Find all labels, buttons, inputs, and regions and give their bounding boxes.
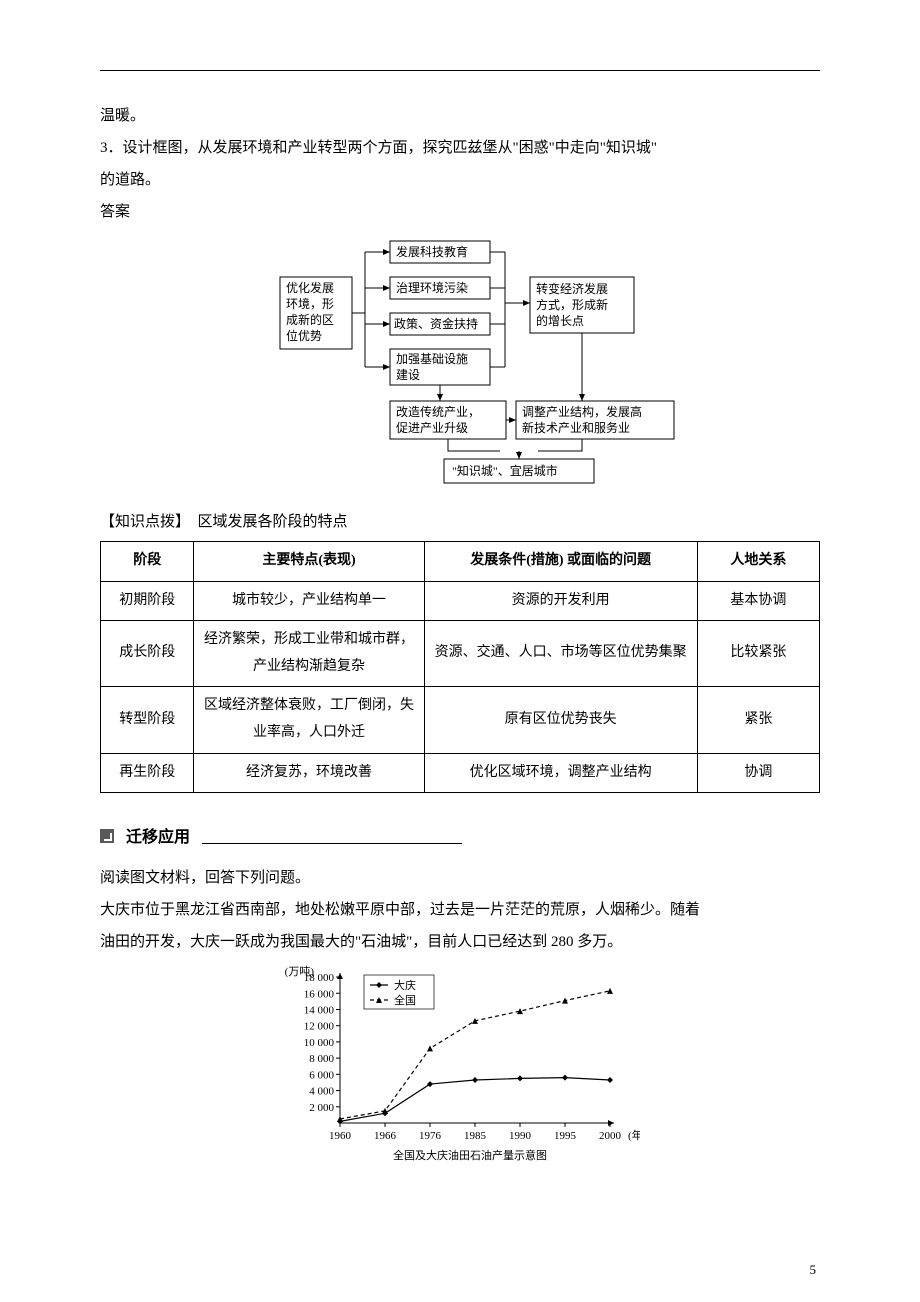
svg-text:6 000: 6 000	[309, 1070, 334, 1082]
stage-cell: 初期阶段	[101, 581, 194, 621]
stage-cell: 资源、交通、人口、市场等区位优势集聚	[424, 621, 697, 687]
flow-left-l1: 优化发展	[286, 280, 334, 295]
svg-text:大庆: 大庆	[394, 978, 416, 992]
table-header-row: 阶段 主要特点(表现) 发展条件(措施) 或面临的问题 人地关系	[101, 542, 820, 582]
svg-text:14 000: 14 000	[304, 1005, 335, 1017]
svg-text:1966: 1966	[374, 1130, 397, 1142]
stage-cell: 转型阶段	[101, 687, 194, 753]
svg-text:2000: 2000	[599, 1130, 622, 1142]
flow-mid-2: 治理环境污染	[396, 280, 468, 295]
svg-text:10 000: 10 000	[304, 1037, 335, 1049]
stage-cell: 经济繁荣，形成工业带和城市群，产业结构渐趋复杂	[194, 621, 424, 687]
page: 温暖。 3．设计框图，从发展环境和产业转型两个方面，探究匹兹堡从"困惑"中走向"…	[0, 0, 920, 1302]
section-icon	[100, 829, 114, 843]
svg-text:18 000: 18 000	[304, 972, 335, 984]
svg-text:全国: 全国	[394, 993, 416, 1007]
stage-cell: 优化区域环境，调整产业结构	[424, 753, 697, 793]
stage-cell: 协调	[697, 753, 819, 793]
flow-left-l3: 成新的区	[286, 312, 334, 327]
stage-table: 阶段 主要特点(表现) 发展条件(措施) 或面临的问题 人地关系 初期阶段 城市…	[100, 541, 820, 793]
stage-cell: 城市较少，产业结构单一	[194, 581, 424, 621]
flow-lowerleft-l2: 促进产业升级	[396, 421, 468, 435]
flow-mid-4b: 建设	[396, 368, 420, 382]
answer-label: 答案	[100, 197, 820, 227]
svg-text:2 000: 2 000	[309, 1102, 334, 1114]
flow-bottom: "知识城"、宜居城市	[452, 463, 558, 478]
svg-text:(年): (年)	[628, 1128, 640, 1142]
svg-text:8 000: 8 000	[309, 1053, 334, 1065]
stage-th-2: 发展条件(措施) 或面临的问题	[424, 542, 697, 582]
svg-text:全国及大庆油田石油产量示意图: 全国及大庆油田石油产量示意图	[393, 1148, 547, 1162]
stage-cell: 成长阶段	[101, 621, 194, 687]
top-rule	[100, 70, 820, 71]
oil-production-chart: (万吨)2 0004 0006 0008 00010 00012 00014 0…	[280, 963, 640, 1163]
flow-lowerright-l2: 新技术产业和服务业	[522, 420, 630, 435]
flow-right-l3: 的增长点	[536, 313, 584, 328]
flow-mid-1: 发展科技教育	[396, 244, 468, 259]
stage-cell: 原有区位优势丧失	[424, 687, 697, 753]
stage-th-1: 主要特点(表现)	[194, 542, 424, 582]
table-row: 初期阶段 城市较少，产业结构单一 资源的开发利用 基本协调	[101, 581, 820, 621]
section-title: 迁移应用	[126, 829, 190, 846]
stage-th-0: 阶段	[101, 542, 194, 582]
reading-p2: 大庆市位于黑龙江省西南部，地处松嫩平原中部，过去是一片茫茫的荒原，人烟稀少。随着	[100, 895, 820, 925]
stage-cell: 基本协调	[697, 581, 819, 621]
table-row: 转型阶段 区域经济整体衰败，工厂倒闭，失业率高，人口外迁 原有区位优势丧失 紧张	[101, 687, 820, 753]
flow-mid-4a: 加强基础设施	[396, 352, 468, 366]
body-line-q3a: 3．设计框图，从发展环境和产业转型两个方面，探究匹兹堡从"困惑"中走向"知识城"	[100, 133, 820, 163]
reading-p3: 油田的开发，大庆一跃成为我国最大的"石油城"，目前人口已经达到 280 多万。	[100, 927, 820, 957]
stage-cell: 再生阶段	[101, 753, 194, 793]
flow-mid-3: 政策、资金扶持	[394, 316, 478, 331]
stage-th-3: 人地关系	[697, 542, 819, 582]
body-line-warm: 温暖。	[100, 101, 820, 131]
svg-text:12 000: 12 000	[304, 1021, 335, 1033]
svg-text:16 000: 16 000	[304, 988, 335, 1000]
stage-cell: 紧张	[697, 687, 819, 753]
page-number: 5	[810, 1262, 817, 1278]
section-heading: 迁移应用	[100, 823, 820, 847]
stage-cell: 区域经济整体衰败，工厂倒闭，失业率高，人口外迁	[194, 687, 424, 753]
stage-cell: 比较紧张	[697, 621, 819, 687]
flow-right-l1: 转变经济发展	[536, 281, 608, 296]
svg-text:1976: 1976	[419, 1130, 442, 1142]
table-row: 再生阶段 经济复苏，环境改善 优化区域环境，调整产业结构 协调	[101, 753, 820, 793]
knowledge-point-title: 区域发展各阶段的特点	[198, 514, 348, 530]
knowledge-point-line: 【知识点拨】 区域发展各阶段的特点	[100, 507, 820, 537]
pittsburgh-flowchart: 优化发展 环境，形 成新的区 位优势 发展科技教育 治理环境污染 政策、资金扶持…	[220, 237, 700, 497]
flow-lowerright-l1: 调整产业结构，发展高	[522, 404, 642, 419]
table-row: 成长阶段 经济繁荣，形成工业带和城市群，产业结构渐趋复杂 资源、交通、人口、市场…	[101, 621, 820, 687]
flow-right-l2: 方式，形成新	[536, 297, 608, 312]
section-underline	[202, 843, 462, 844]
flow-lowerleft-l1: 改造传统产业，	[396, 404, 480, 419]
svg-text:1990: 1990	[509, 1130, 532, 1142]
svg-text:4 000: 4 000	[309, 1086, 334, 1098]
flow-left-l4: 位优势	[286, 328, 322, 343]
reading-p1: 阅读图文材料，回答下列问题。	[100, 863, 820, 893]
knowledge-point-label: 【知识点拨】	[100, 514, 190, 530]
svg-text:1985: 1985	[464, 1130, 487, 1142]
svg-text:1960: 1960	[329, 1130, 352, 1142]
stage-cell: 经济复苏，环境改善	[194, 753, 424, 793]
flow-left-l2: 环境，形	[286, 296, 334, 311]
body-line-q3b: 的道路。	[100, 165, 820, 195]
stage-cell: 资源的开发利用	[424, 581, 697, 621]
svg-text:1995: 1995	[554, 1130, 577, 1142]
